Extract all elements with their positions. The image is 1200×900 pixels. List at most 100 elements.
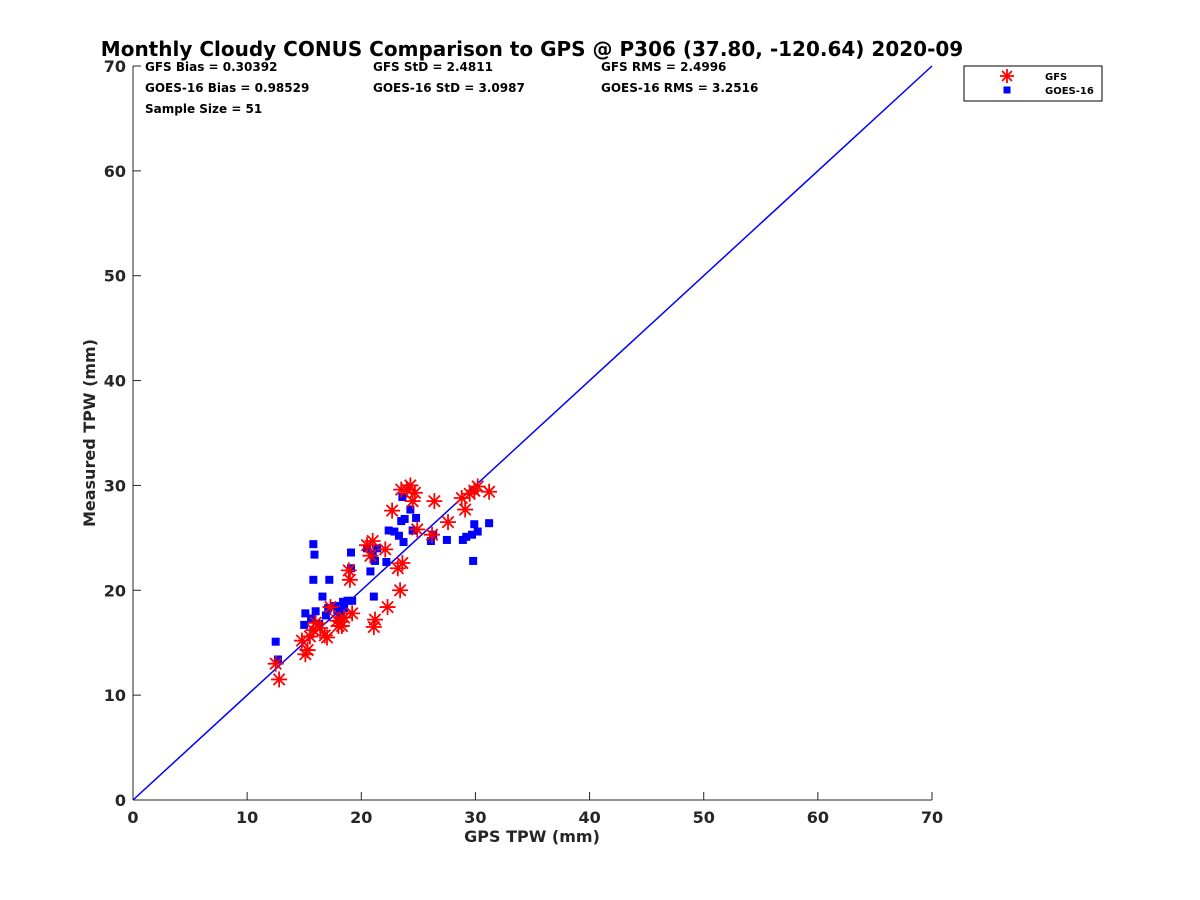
gfs-point [424, 526, 441, 543]
goes-16-point [442, 535, 451, 544]
gfs-point [377, 541, 394, 558]
one-to-one-line [132, 65, 933, 801]
legend-goes-16-marker [1003, 86, 1011, 94]
gfs-point [440, 514, 457, 531]
gfs-point [267, 655, 284, 672]
gfs-point [341, 571, 358, 588]
x-tick-label: 10 [236, 808, 258, 827]
goes-16-point [343, 596, 352, 605]
goes-16-point [321, 611, 330, 620]
y-tick-label: 60 [104, 162, 126, 181]
goes-16-point [309, 540, 318, 549]
y-tick-label: 70 [104, 57, 126, 76]
gfs-point [469, 478, 486, 495]
gfs-point [319, 629, 336, 646]
reference-line [132, 65, 933, 801]
goes-16-point [347, 548, 356, 557]
gfs-point [364, 533, 381, 550]
gfs-point [409, 521, 426, 538]
goes-16-point [335, 611, 344, 620]
gfs-point [322, 599, 339, 616]
gfs-point [481, 483, 498, 500]
goes-16-point [340, 604, 349, 613]
y-tick-label: 30 [104, 476, 126, 495]
chart-title: Monthly Cloudy CONUS Comparison to GPS @… [101, 37, 963, 61]
x-tick-label: 40 [578, 808, 600, 827]
goes-16-point [400, 514, 409, 523]
goes-16-point [426, 537, 435, 546]
goes-16-point [273, 655, 282, 664]
y-tick-label: 40 [104, 372, 126, 391]
stats-text: GOES-16 RMS = 3.2516 [601, 81, 758, 95]
axis-ticks: 0 10 20 30 40 50 60 70 0 10 20 30 40 50 60 70 [104, 57, 943, 827]
stats-text: GOES-16 StD = 3.0987 [373, 81, 525, 95]
stats-text: GFS RMS = 2.4996 [601, 60, 726, 74]
goes-16-point [390, 527, 399, 536]
gfs-point [299, 642, 316, 659]
y-tick-label: 0 [115, 791, 126, 810]
x-tick-label: 30 [464, 808, 486, 827]
legend-goes-16-label: GOES-16 [1045, 86, 1094, 97]
x-tick-label: 60 [807, 808, 829, 827]
gfs-point [426, 493, 443, 510]
gfs-point [301, 628, 318, 645]
x-tick-label: 20 [350, 808, 372, 827]
goes-16-point [462, 532, 471, 541]
legend-gfs-label: GFS [1045, 72, 1067, 83]
legend-gfs-marker [1000, 69, 1014, 83]
goes-16-point [408, 526, 417, 535]
goes-16-point [398, 492, 407, 501]
goes-16-point [339, 597, 348, 606]
goes-16-point [394, 531, 403, 540]
goes-16-point [468, 530, 477, 539]
goes-16-point [271, 637, 280, 646]
goes-16-point [315, 619, 324, 628]
legend-box [963, 65, 1103, 102]
plot-axes [132, 66, 932, 801]
goes-16-point [373, 544, 382, 553]
goes-16-point [318, 592, 327, 601]
gfs-point [379, 599, 396, 616]
goes-16-point [384, 526, 393, 535]
goes-16-point [333, 606, 342, 615]
x-tick-label: 50 [693, 808, 715, 827]
goes-16-point [311, 607, 320, 616]
goes-16-point [485, 519, 494, 528]
goes-16-point [382, 557, 391, 566]
goes-16-point [412, 513, 421, 522]
gfs-point [271, 671, 288, 688]
x-axis-label: GPS TPW (mm) [464, 827, 600, 846]
goes-16-point [348, 596, 357, 605]
y-tick-label: 10 [104, 686, 126, 705]
stats-text: GFS StD = 2.4811 [373, 60, 493, 74]
data-points [267, 477, 498, 688]
legend: GFS GOES-16 [963, 65, 1103, 102]
gfs-point [366, 611, 383, 628]
x-tick-label: 70 [921, 808, 943, 827]
goes-16-point [470, 520, 479, 529]
goes-16-point [309, 575, 318, 584]
gfs-point [384, 502, 401, 519]
y-tick-label: 20 [104, 581, 126, 600]
goes-16-point [406, 505, 415, 514]
x-tick-label: 0 [127, 808, 138, 827]
goes-16-point [399, 538, 408, 547]
stats-block: GFS Bias = 0.30392 GFS StD = 2.4811 GFS RM… [145, 60, 758, 116]
goes-16-point [473, 527, 482, 536]
gfs-point [404, 493, 421, 510]
goes-16-point [325, 575, 334, 584]
stats-text: GOES-16 Bias = 0.98529 [145, 81, 309, 95]
goes-16-point [310, 550, 319, 559]
y-tick-label: 50 [104, 267, 126, 286]
gfs-point [457, 501, 474, 518]
stats-text: Sample Size = 51 [145, 102, 262, 116]
goes-16-point [331, 602, 340, 611]
stats-text: GFS Bias = 0.30392 [145, 60, 277, 74]
goes-16-point [366, 567, 375, 576]
y-axis-label: Measured TPW (mm) [80, 339, 99, 527]
goes-16-point [469, 556, 478, 565]
goes-16-point [300, 620, 309, 629]
gfs-point [392, 582, 409, 599]
gfs-point [394, 555, 411, 572]
